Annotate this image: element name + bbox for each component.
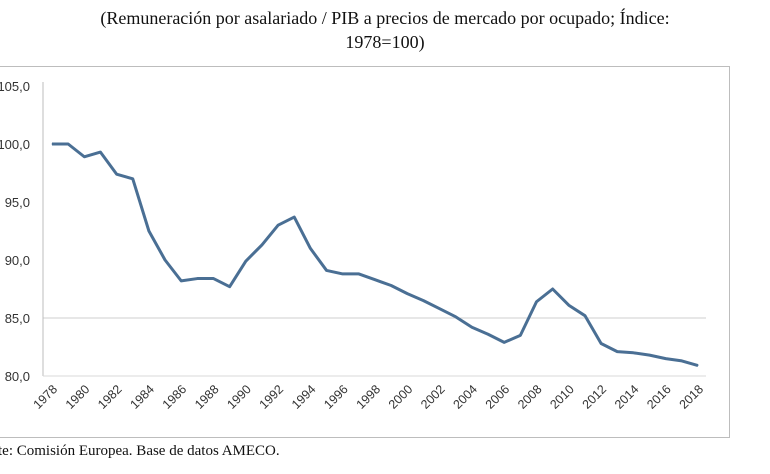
x-tick-label: 2006 — [483, 382, 513, 412]
x-tick-label: 2010 — [547, 382, 577, 412]
data-point — [439, 308, 441, 310]
x-tick-label: 2012 — [580, 382, 610, 412]
data-point — [358, 273, 360, 275]
x-tick-label: 1990 — [224, 382, 254, 412]
data-point — [487, 333, 489, 335]
x-tick-label: 1978 — [31, 382, 61, 412]
data-point — [99, 151, 101, 153]
data-point — [67, 143, 69, 145]
data-point — [148, 230, 150, 232]
data-point — [326, 269, 328, 271]
x-tick-label: 2018 — [677, 382, 707, 412]
data-point — [277, 224, 279, 226]
data-point — [552, 288, 554, 290]
data-point — [422, 300, 424, 302]
chart-title: (Remuneración por asalariado / PIB a pre… — [100, 8, 670, 28]
data-point — [519, 334, 521, 336]
y-tick-label: 90,0 — [5, 253, 30, 268]
y-tick-label: 100,0 — [0, 137, 30, 152]
x-tick-label: 2014 — [612, 382, 642, 412]
x-tick-label: 2004 — [450, 382, 480, 412]
data-point — [132, 178, 134, 180]
x-tick-label: 1988 — [192, 382, 222, 412]
data-point — [83, 156, 85, 158]
chart-frame — [0, 66, 730, 438]
y-tick-label: 80,0 — [5, 369, 30, 384]
data-point — [406, 293, 408, 295]
data-point — [503, 341, 505, 343]
data-point — [309, 247, 311, 249]
x-tick-label: 1996 — [321, 382, 351, 412]
data-point — [229, 286, 231, 288]
y-tick-label: 105,0 — [0, 79, 30, 94]
data-point — [471, 326, 473, 328]
data-point — [180, 280, 182, 282]
y-tick-label: 95,0 — [5, 195, 30, 210]
data-point — [665, 358, 667, 360]
data-point — [455, 316, 457, 318]
data-point — [51, 143, 53, 145]
data-point — [196, 278, 198, 280]
y-tick-label: 85,0 — [5, 311, 30, 326]
data-point — [584, 315, 586, 317]
data-point — [116, 173, 118, 175]
x-tick-label: 2016 — [644, 382, 674, 412]
data-point — [261, 244, 263, 246]
data-point — [390, 285, 392, 287]
data-point — [536, 301, 537, 303]
x-tick-label: 2002 — [418, 382, 448, 412]
data-point — [649, 354, 651, 356]
data-point — [164, 259, 166, 261]
x-tick-label: 1986 — [160, 382, 190, 412]
series-line — [52, 142, 699, 368]
source-note: Fuente: Comisión Europea. Base de datos … — [0, 443, 280, 459]
data-point — [616, 351, 618, 353]
x-tick-label: 1984 — [127, 382, 157, 412]
data-point — [245, 260, 247, 262]
data-point — [697, 365, 699, 367]
data-point — [213, 278, 214, 280]
x-tick-label: 1998 — [354, 382, 384, 412]
data-point — [568, 304, 570, 306]
data-point — [681, 360, 683, 362]
data-point — [342, 273, 344, 275]
x-tick-label: 2008 — [515, 382, 545, 412]
data-point — [374, 279, 376, 281]
x-tick-label: 1980 — [63, 382, 93, 412]
x-tick-label: 1992 — [257, 382, 287, 412]
x-tick-label: 1982 — [95, 382, 125, 412]
data-point — [632, 352, 634, 354]
data-point — [293, 216, 295, 218]
data-point — [600, 343, 602, 345]
x-tick-label: 1994 — [289, 382, 319, 412]
chart-title-line2: 1978=100) — [345, 32, 425, 52]
x-tick-label: 2000 — [386, 382, 416, 412]
